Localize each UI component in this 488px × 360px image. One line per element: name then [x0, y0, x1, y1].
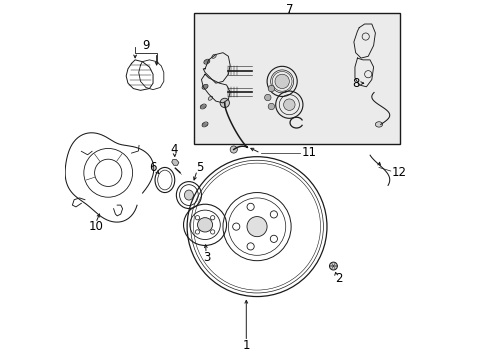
Ellipse shape [197, 218, 212, 232]
Ellipse shape [200, 104, 206, 109]
Ellipse shape [202, 122, 207, 127]
Circle shape [246, 217, 266, 237]
Circle shape [267, 85, 274, 92]
Circle shape [264, 94, 270, 101]
Ellipse shape [211, 54, 216, 58]
Bar [194, 13, 400, 144]
Circle shape [230, 146, 237, 153]
Text: 3: 3 [203, 251, 210, 264]
Circle shape [283, 99, 294, 111]
Text: 4: 4 [170, 143, 178, 156]
Text: 6: 6 [149, 161, 157, 174]
Text: 8: 8 [351, 77, 359, 90]
Polygon shape [171, 159, 179, 165]
Ellipse shape [329, 262, 337, 270]
Text: 9: 9 [142, 39, 149, 52]
Circle shape [220, 98, 229, 108]
Text: 10: 10 [88, 220, 103, 233]
Text: 5: 5 [196, 161, 203, 174]
Ellipse shape [203, 59, 209, 64]
Text: 2: 2 [334, 272, 342, 285]
Text: 7: 7 [285, 3, 292, 16]
Circle shape [267, 103, 274, 110]
Ellipse shape [184, 190, 193, 200]
Ellipse shape [202, 84, 207, 89]
Text: 12: 12 [391, 166, 406, 179]
Ellipse shape [375, 122, 382, 127]
Text: 1: 1 [242, 339, 249, 352]
Ellipse shape [208, 96, 212, 100]
Circle shape [274, 74, 289, 89]
Text: 11: 11 [301, 146, 316, 159]
